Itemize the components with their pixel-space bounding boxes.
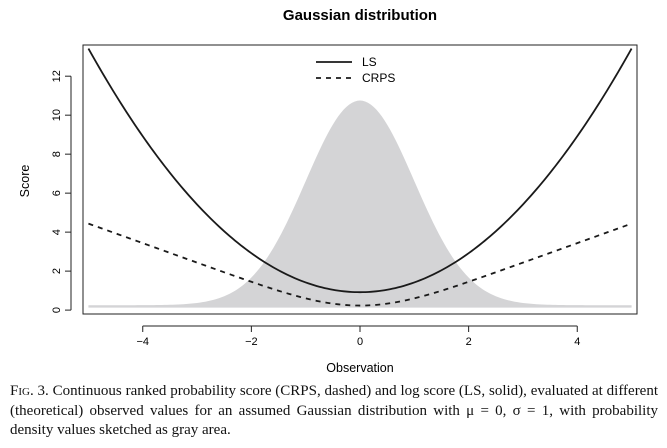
x-axis-label: Observation (326, 361, 393, 375)
y-axis-label: Score (18, 165, 32, 198)
series-line-crps (88, 222, 632, 307)
chart: Gaussian distribution −4 −2 0 2 4 0 2 4 6 8 10 12 L… (18, 7, 638, 375)
series-line-ls (87, 48, 633, 294)
y-tick-label: 0 (51, 307, 63, 313)
caption-figure-label: Fig. 3. (10, 383, 49, 399)
legend-label-crps: CRPS (362, 71, 395, 85)
y-tick-label: 10 (51, 109, 63, 121)
legend-label-ls: LS (362, 55, 377, 69)
plot-frame (82, 44, 638, 315)
density-area (88, 100, 632, 308)
y-tick-label: 6 (51, 190, 63, 196)
y-tick-label: 12 (51, 70, 63, 82)
y-tick-label: 8 (51, 151, 63, 157)
legend: LS CRPS (316, 55, 395, 85)
y-tick-label: 2 (51, 268, 63, 274)
caption-text: Continuous ranked probability score (CRP… (10, 383, 659, 438)
x-tick-label: 0 (357, 336, 363, 348)
figure-caption: Fig. 3. Continuous ranked probability sc… (10, 382, 658, 441)
x-tick-label: −4 (136, 336, 149, 348)
y-tick-label: 4 (51, 229, 63, 235)
chart-title: Gaussian distribution (283, 7, 437, 24)
axes: −4 −2 0 2 4 0 2 4 6 8 10 12 (51, 44, 638, 348)
x-tick-label: −2 (245, 336, 258, 348)
x-tick-label: 2 (466, 336, 472, 348)
plot-area (87, 48, 633, 308)
x-tick-label: 4 (574, 336, 580, 348)
